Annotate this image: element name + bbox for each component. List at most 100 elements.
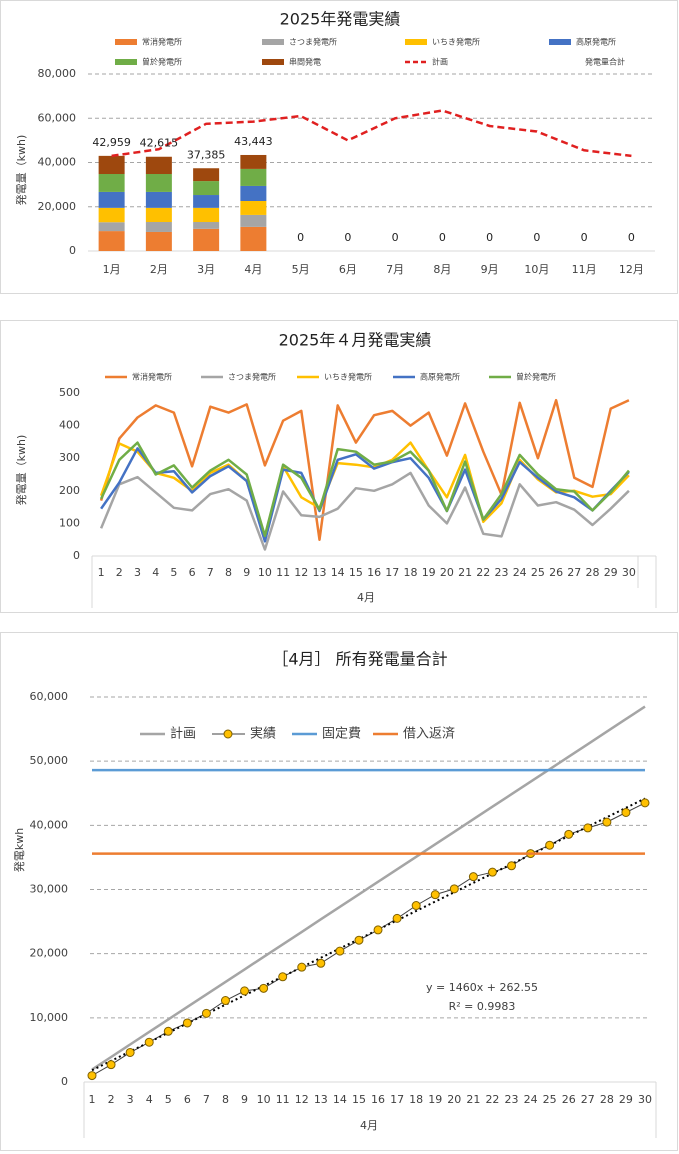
plan-line [111,109,632,158]
bar-segment [98,222,125,232]
marker [125,1047,135,1057]
marker [182,1018,192,1028]
legend-swatch [262,39,284,45]
marker [392,913,402,923]
x-tick-label: 9月 [481,263,499,276]
x-tick-label: 27 [581,1093,595,1106]
marker [507,861,517,871]
total-label: 0 [581,231,588,244]
legend-label: 固定費 [322,727,361,742]
x-tick-label: 4 [146,1093,153,1106]
marker [201,1008,211,1018]
bar-segment [193,195,220,208]
x-tick-label: 21 [458,566,472,579]
y-tick-label: 200 [59,484,80,497]
x-tick-label: 10 [257,1093,271,1106]
y-tick-label: 50,000 [30,754,69,767]
y-tick-label: 60,000 [38,111,77,124]
legend-label: さつま発電所 [289,37,337,47]
marker [278,972,288,982]
x-tick-label: 17 [390,1093,404,1106]
total-label: 0 [486,231,493,244]
x-tick-label: 12 [294,566,308,579]
x-tick-label: 22 [485,1093,499,1106]
bar-segment [240,185,267,201]
x-tick-label: 20 [447,1093,461,1106]
total-label: 0 [533,231,540,244]
x-tick-label: 12 [295,1093,309,1106]
x-tick-label: 26 [549,566,563,579]
chart-daily: 2025年４月発電実績 発電量（kwh) 4月 0 100 200 300 400 500… [0,320,678,613]
marker [106,1060,116,1070]
marker [640,798,650,808]
bar-segment [240,200,267,215]
legend-label: 曽於発電所 [142,57,182,67]
trend-equation: y = 1460x + 262.55 [426,981,538,994]
total-label: 42,959 [92,136,131,149]
legend-label: 常消発電所 [142,37,182,47]
legend-label: 串間発電 [289,58,321,67]
x-tick-label: 5 [165,1093,172,1106]
bar-segment [98,155,125,175]
bar-segment [193,222,220,229]
marker [583,823,593,833]
total-label: 37,385 [187,148,226,161]
x-tick-label: 24 [524,1093,538,1106]
marker [373,925,383,935]
y-tick-label: 40,000 [38,156,77,169]
x-tick-label: 22 [476,566,490,579]
bar-segment [193,181,220,196]
x-tick-label: 4 [152,566,159,579]
chart-title: 2025年４月発電実績 [279,331,432,350]
series-line [100,447,630,543]
marker [220,996,230,1006]
chart-monthly: 2025年発電実績 発電量（kwh) 0 20,000 40,000 60,000 80… [0,0,678,294]
bar-segment [145,156,172,175]
x-axis-label: 4月 [360,1119,378,1132]
marker [564,829,574,839]
x-tick-label: 27 [567,566,581,579]
bar-segment [145,207,172,223]
x-tick-label: 20 [440,566,454,579]
x-tick-label: 6 [184,1093,191,1106]
bar-segment [240,214,267,227]
x-tick-label: 10 [258,566,272,579]
marker [411,901,421,911]
chart-title: 2025年発電実績 [280,10,401,29]
frame [0,632,678,1151]
series-line [91,705,646,1071]
bar-segment [240,154,267,169]
legend-label: 借入返済 [403,726,455,742]
legend-label: 発電量合計 [585,57,625,67]
x-tick-label: 8月 [433,263,451,276]
x-tick-label: 1月 [103,263,121,276]
x-tick-label: 17 [385,566,399,579]
y-tick-label: 0 [61,1075,68,1088]
x-tick-label: 2月 [150,263,168,276]
x-tick-label: 9 [241,1093,248,1106]
total-label: 42,615 [140,137,179,150]
marker [316,958,326,968]
y-tick-label: 0 [73,549,80,562]
y-axis-label: 発電量（kwh) [14,135,28,206]
x-tick-label: 26 [562,1093,576,1106]
x-tick-label: 28 [586,566,600,579]
total-label: 0 [297,231,304,244]
bar-segment [240,226,267,251]
marker [449,884,459,894]
series-line [99,441,630,538]
x-tick-label: 6 [189,566,196,579]
x-tick-label: 16 [367,566,381,579]
y-tick-label: 0 [69,244,76,257]
series-line [99,398,630,541]
frame [0,320,678,613]
y-tick-label: 20,000 [30,947,69,960]
bar-segment [145,231,172,251]
x-tick-label: 7月 [386,263,404,276]
x-tick-label: 1 [89,1093,96,1106]
y-tick-label: 100 [59,516,80,529]
x-tick-label: 2 [116,566,123,579]
y-tick-label: 80,000 [38,67,77,80]
y-tick-label: 40,000 [30,818,69,831]
